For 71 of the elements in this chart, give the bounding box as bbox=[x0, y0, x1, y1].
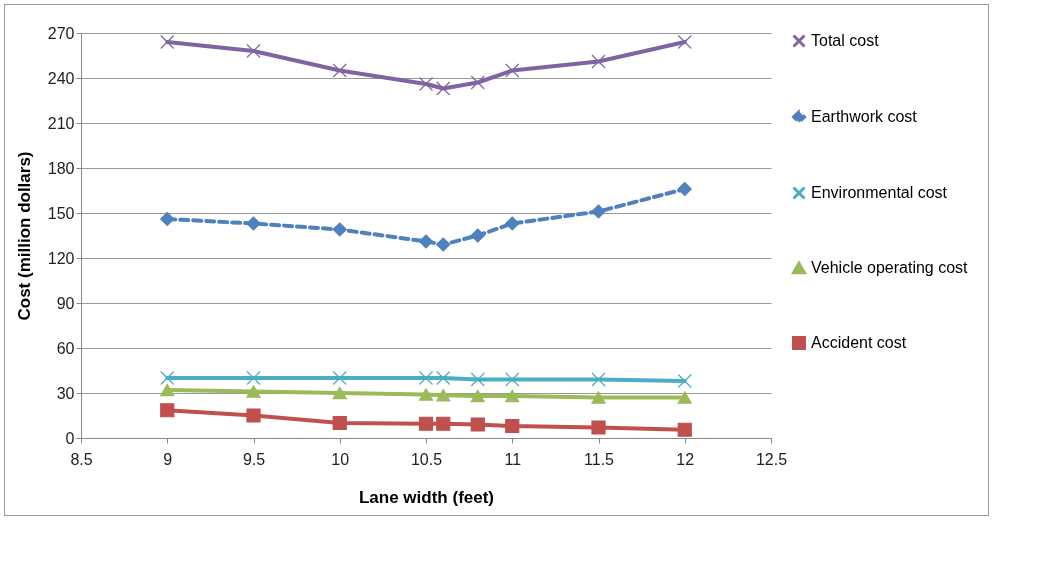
point bbox=[677, 373, 692, 389]
point bbox=[160, 403, 175, 418]
y-tick-label: 180 bbox=[47, 159, 75, 177]
legend-label: Earthwork cost bbox=[811, 108, 918, 125]
point bbox=[418, 416, 434, 431]
point bbox=[332, 63, 347, 78]
point bbox=[436, 81, 451, 96]
x-tick-label: 9 bbox=[163, 450, 173, 468]
point bbox=[505, 418, 520, 434]
y-tick-label: 120 bbox=[47, 249, 75, 267]
point bbox=[332, 386, 347, 400]
y-tick-label: 270 bbox=[47, 24, 75, 42]
y-tick-label: 30 bbox=[56, 384, 75, 402]
point bbox=[677, 391, 692, 404]
legend-label: Environmental cost bbox=[811, 184, 948, 201]
legend-label: Vehicle operating cost bbox=[811, 259, 969, 276]
y-tick-label: 90 bbox=[56, 294, 75, 312]
point bbox=[591, 420, 606, 435]
point bbox=[160, 211, 175, 227]
point bbox=[470, 75, 485, 90]
point bbox=[418, 76, 434, 92]
point bbox=[505, 372, 520, 387]
point bbox=[677, 34, 692, 50]
point bbox=[418, 388, 434, 401]
x-axis-title: Lane width (feet) bbox=[358, 487, 495, 507]
legend-label: Accident cost bbox=[811, 334, 907, 351]
point bbox=[436, 370, 451, 386]
point bbox=[418, 234, 434, 249]
point bbox=[332, 415, 347, 431]
point bbox=[436, 389, 451, 402]
point bbox=[591, 54, 606, 69]
y-tick-label: 150 bbox=[47, 204, 75, 222]
x-tick-label: 9.5 bbox=[242, 450, 266, 468]
point bbox=[160, 370, 175, 386]
y-tick-label: 60 bbox=[56, 339, 75, 357]
point bbox=[470, 389, 485, 403]
point bbox=[470, 417, 485, 432]
point bbox=[470, 228, 485, 243]
legend-label: Total cost bbox=[811, 32, 880, 49]
x-tick-label: 10.5 bbox=[410, 450, 443, 468]
y-tick-label: 0 bbox=[65, 429, 75, 447]
x-tick-label: 10 bbox=[331, 450, 350, 468]
point bbox=[591, 204, 606, 219]
point bbox=[505, 389, 520, 403]
point bbox=[436, 416, 451, 431]
point bbox=[160, 383, 175, 397]
point bbox=[505, 216, 520, 231]
x-tick-label: 11 bbox=[504, 450, 522, 468]
point bbox=[418, 370, 434, 386]
point bbox=[470, 372, 485, 387]
point bbox=[246, 408, 261, 423]
point bbox=[591, 391, 606, 404]
point bbox=[332, 222, 347, 237]
point bbox=[246, 385, 261, 398]
point bbox=[246, 43, 261, 59]
point bbox=[246, 216, 261, 231]
point bbox=[246, 370, 261, 386]
y-tick-label: 210 bbox=[47, 114, 75, 132]
point bbox=[505, 63, 520, 78]
x-tick-label: 8.5 bbox=[70, 450, 93, 468]
point bbox=[332, 370, 347, 386]
x-tick-label: 12.5 bbox=[755, 450, 788, 468]
point bbox=[591, 372, 606, 387]
point bbox=[677, 181, 692, 197]
point bbox=[436, 237, 451, 252]
y-tick-label: 240 bbox=[47, 69, 75, 87]
x-tick-label: 11.5 bbox=[584, 450, 615, 468]
x-tick-label: 12 bbox=[676, 450, 695, 468]
y-axis-title: Cost (million dollars) bbox=[14, 151, 34, 321]
point bbox=[160, 34, 175, 50]
point bbox=[677, 422, 692, 437]
